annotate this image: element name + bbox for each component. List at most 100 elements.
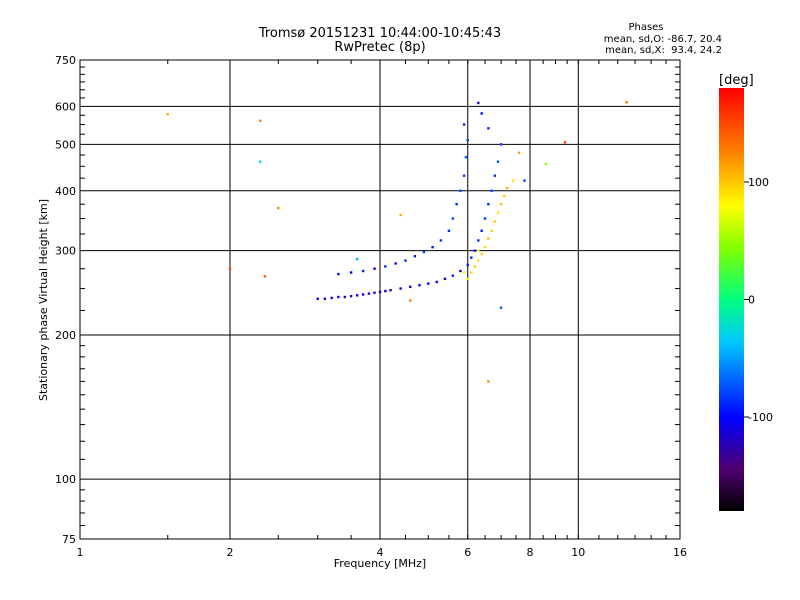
data-point bbox=[505, 186, 509, 190]
data-point bbox=[361, 293, 365, 296]
data-point bbox=[316, 297, 319, 300]
data-point bbox=[378, 290, 382, 294]
y-tick-label: 400 bbox=[55, 185, 76, 198]
data-point bbox=[427, 282, 430, 285]
data-point bbox=[487, 127, 490, 130]
colorbar-unit: [deg] bbox=[719, 73, 754, 88]
x-tick-label: 16 bbox=[673, 546, 687, 559]
data-point bbox=[480, 252, 483, 256]
data-point bbox=[462, 123, 466, 126]
data-point bbox=[502, 194, 506, 198]
chart-title: Tromsø 20151231 10:44:00-10:45:43 bbox=[258, 26, 502, 41]
data-point bbox=[263, 275, 267, 278]
data-point bbox=[462, 174, 466, 177]
data-point bbox=[487, 380, 490, 383]
x-tick-label: 8 bbox=[527, 546, 534, 559]
data-point bbox=[323, 297, 327, 300]
data-point bbox=[399, 213, 402, 217]
data-point bbox=[399, 287, 402, 290]
data-point bbox=[367, 292, 371, 295]
data-point bbox=[343, 295, 347, 299]
y-tick-label: 750 bbox=[55, 54, 76, 67]
data-point bbox=[466, 139, 469, 142]
data-point bbox=[355, 294, 359, 297]
data-point bbox=[477, 259, 480, 262]
data-point bbox=[447, 229, 451, 232]
data-point bbox=[473, 265, 477, 268]
y-tick-label: 200 bbox=[55, 329, 76, 342]
data-point bbox=[361, 269, 365, 273]
data-point bbox=[496, 211, 500, 214]
data-point bbox=[259, 160, 262, 163]
data-point bbox=[480, 229, 483, 232]
x-tick-label: 10 bbox=[571, 546, 585, 559]
data-point bbox=[451, 274, 455, 277]
data-point bbox=[459, 269, 462, 273]
data-point bbox=[389, 289, 392, 292]
data-point bbox=[384, 265, 387, 268]
data-point bbox=[228, 267, 232, 270]
data-point bbox=[462, 271, 466, 274]
data-point bbox=[487, 237, 490, 240]
data-point bbox=[477, 239, 480, 242]
data-point bbox=[483, 217, 487, 220]
data-point bbox=[337, 295, 340, 299]
data-point bbox=[473, 249, 477, 252]
data-point bbox=[384, 289, 387, 293]
data-point bbox=[459, 189, 462, 192]
data-point bbox=[337, 272, 340, 276]
data-point bbox=[511, 179, 515, 182]
data-point bbox=[431, 245, 434, 249]
data-point bbox=[394, 262, 397, 265]
x-tick-label: 1 bbox=[77, 546, 84, 559]
data-point bbox=[466, 277, 469, 280]
phases-heading: Phases bbox=[628, 22, 664, 33]
colorbar bbox=[719, 88, 744, 511]
data-point bbox=[480, 112, 483, 115]
x-axis-ticks: 1 2 4 6 8 10 16 bbox=[77, 60, 687, 559]
data-point bbox=[517, 151, 521, 155]
data-point bbox=[496, 160, 500, 163]
x-axis-label: Frequency [MHz] bbox=[334, 557, 426, 570]
data-point bbox=[625, 101, 628, 104]
data-point bbox=[490, 189, 493, 192]
data-point bbox=[418, 284, 421, 287]
data-point bbox=[166, 112, 169, 116]
phase-stats-o: mean, sd,O: -86.7, 20.4 bbox=[603, 34, 722, 45]
data-point bbox=[499, 143, 503, 146]
data-point bbox=[330, 296, 333, 300]
data-point bbox=[439, 239, 443, 242]
data-point bbox=[483, 245, 487, 249]
data-point bbox=[499, 306, 503, 309]
y-axis-label: Stationary phase Virtual Height [km] bbox=[37, 199, 50, 401]
data-point bbox=[409, 299, 412, 302]
data-point bbox=[422, 250, 426, 254]
data-point bbox=[499, 202, 503, 206]
data-point bbox=[451, 217, 455, 220]
y-tick-label: 100 bbox=[55, 473, 76, 486]
data-point bbox=[373, 267, 376, 270]
colorbar-tick-label: 100 bbox=[748, 176, 769, 189]
data-point bbox=[563, 141, 567, 144]
y-tick-label: 75 bbox=[62, 533, 76, 546]
data-point bbox=[470, 271, 473, 274]
x-tick-label: 2 bbox=[227, 546, 234, 559]
data-point bbox=[259, 119, 262, 122]
data-point bbox=[466, 263, 469, 267]
data-point bbox=[413, 255, 417, 258]
data-point bbox=[409, 285, 412, 289]
data-point bbox=[490, 229, 493, 232]
x-tick-label: 4 bbox=[377, 546, 384, 559]
data-point bbox=[493, 174, 497, 177]
phase-stats-x: mean, sd,X: 93.4, 24.2 bbox=[605, 45, 722, 56]
data-point bbox=[477, 249, 480, 252]
chart-subtitle: RwPretec (8p) bbox=[334, 40, 426, 55]
colorbar-tick-label: -100 bbox=[748, 411, 773, 424]
data-point bbox=[493, 220, 497, 223]
scatter-points bbox=[166, 101, 628, 383]
data-point bbox=[355, 257, 359, 261]
data-point bbox=[464, 156, 468, 159]
data-point bbox=[544, 162, 547, 166]
y-tick-label: 500 bbox=[55, 138, 76, 151]
